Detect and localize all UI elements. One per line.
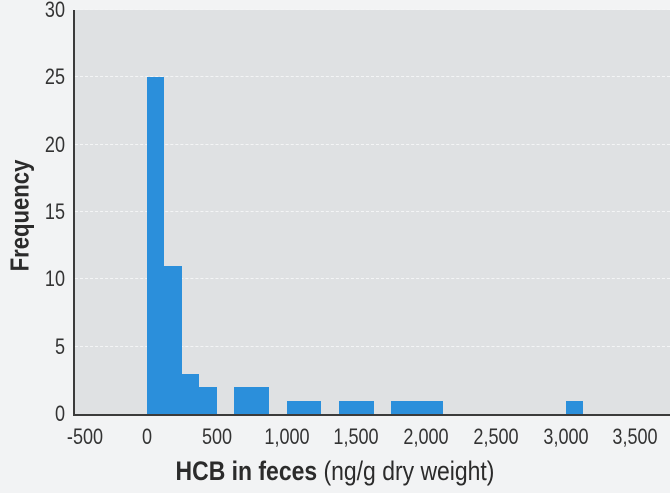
x-tick-label: -500 — [66, 424, 104, 449]
y-axis-label: Frequency — [4, 159, 35, 272]
x-axis-label-unit: (ng/g dry weight) — [323, 456, 495, 486]
x-tick-label: 1,500 — [333, 424, 379, 449]
histogram-bar — [303, 400, 322, 414]
histogram-bar — [391, 400, 409, 414]
x-tick-label: 3,500 — [612, 424, 658, 449]
histogram-bar — [356, 400, 374, 414]
gridline — [75, 9, 670, 10]
y-tick-label: 15 — [44, 199, 65, 224]
x-tick-label: 0 — [141, 424, 153, 449]
gridline — [75, 345, 670, 347]
histogram-bar — [565, 400, 583, 414]
x-tick-label: 2,500 — [473, 424, 519, 449]
histogram-bar — [251, 387, 270, 414]
x-tick-label: 2,000 — [403, 424, 449, 449]
gridline — [75, 143, 670, 145]
x-tick-label: 3,000 — [542, 424, 589, 449]
gridline — [75, 278, 670, 280]
histogram-bar — [181, 373, 200, 414]
histogram-bar — [426, 400, 444, 414]
histogram-bar — [199, 387, 217, 414]
x-tick-label: 500 — [201, 424, 232, 449]
y-tick-label: 25 — [44, 64, 65, 90]
histogram-bar — [147, 77, 165, 414]
histogram-bar — [338, 400, 357, 414]
y-tick-label: 5 — [54, 333, 65, 359]
y-tick-label: 10 — [44, 266, 65, 292]
histogram-bar — [286, 400, 304, 414]
gridline — [75, 211, 670, 212]
y-tick-label: 0 — [54, 401, 65, 426]
x-tick-label: 1,000 — [263, 424, 310, 449]
histogram-bar — [408, 400, 426, 414]
x-axis-label: HCB in feces (ng/g dry weight) — [50, 456, 620, 486]
y-tick-label: 20 — [44, 131, 65, 157]
y-tick-label: 30 — [44, 0, 65, 22]
x-axis-label-bold: HCB in feces — [175, 456, 318, 486]
plot-area — [73, 9, 670, 416]
histogram-bar — [164, 265, 182, 414]
histogram-bar — [234, 387, 252, 414]
gridline — [75, 76, 670, 78]
